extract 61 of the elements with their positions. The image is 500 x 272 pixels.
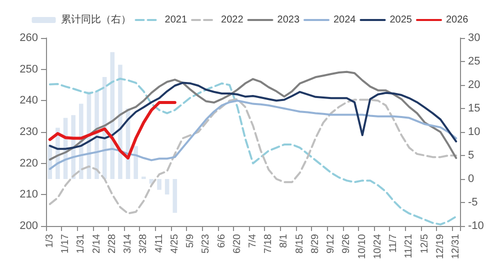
y2-tick-label: 25: [468, 56, 480, 68]
y-tick-label: 210: [20, 188, 38, 201]
x-tick-label: 12/31: [450, 234, 462, 260]
line-series: [48, 101, 176, 160]
bar: [118, 64, 122, 179]
y2-tick-label: 10: [468, 126, 480, 138]
y-tick-label: 260: [20, 32, 38, 44]
x-tick-label: 3/14: [122, 234, 134, 254]
x-tick-label: 2/14: [91, 234, 102, 254]
x-tick-label: 1/31: [76, 234, 87, 254]
legend-label: 2022: [221, 14, 244, 26]
legend-label: 2021: [164, 14, 188, 26]
y-tick-label: 200: [20, 220, 38, 232]
legend-label: 累计同比（右）: [60, 14, 131, 26]
legend-label: 2024: [334, 14, 356, 26]
legend-label: 2023: [277, 14, 300, 26]
x-tick-label: 6/6: [216, 234, 228, 248]
x-tick-label: 6/20: [232, 234, 243, 254]
x-tick-label: 9/12: [326, 234, 337, 254]
x-tick-label: 3/28: [138, 234, 150, 254]
x-tick-label: 12/19: [434, 234, 446, 260]
x-tick-label: 1/17: [60, 234, 72, 254]
y-tick-label: 220: [20, 157, 38, 170]
line-series: [48, 100, 458, 170]
x-tick-label: 2/28: [106, 234, 118, 254]
x-tick-label: 4/11: [154, 234, 165, 253]
y2-tick-label: 15: [468, 102, 480, 114]
y2-tick-label: -5: [468, 196, 478, 208]
line-series: [48, 78, 458, 226]
x-tick-label: 5/23: [200, 234, 212, 254]
x-tick-label: 11/21: [404, 234, 415, 258]
y2-tick-label: 0: [468, 173, 474, 185]
x-tick-label: 12/5: [419, 234, 430, 254]
bar: [172, 179, 178, 213]
y2-tick-label: 20: [468, 79, 480, 91]
line-series: [48, 70, 458, 161]
x-tick-label: 11/7: [388, 234, 400, 253]
y-tick-label: 240: [20, 94, 38, 107]
bar: [157, 179, 162, 190]
line-series: [48, 98, 458, 214]
y2-tick-label: 30: [468, 32, 480, 44]
y2-tick-label: 5: [468, 150, 474, 162]
x-tick-label: 10/10: [356, 234, 368, 260]
y-tick-label: 250: [20, 63, 38, 76]
x-tick-label: 8/29: [310, 234, 321, 254]
x-tick-label: 8/15: [294, 234, 306, 254]
legend-label: 2026: [446, 14, 469, 26]
line-series: [48, 82, 458, 150]
x-tick-label: 10/24: [372, 234, 384, 260]
x-tick-label: 7/4: [248, 234, 258, 248]
y-tick-label: 230: [20, 126, 38, 138]
y2-tick-label: -10: [468, 220, 484, 232]
bar: [134, 146, 138, 179]
bar: [164, 179, 170, 195]
x-tick-label: 9/26: [341, 234, 352, 254]
x-tick-label: 1/3: [44, 234, 56, 248]
x-tick-label: 7/18: [263, 234, 274, 254]
x-tick-label: 5/9: [185, 234, 196, 248]
legend-label: 2025: [390, 14, 412, 26]
x-tick-label: 4/25: [169, 234, 180, 254]
x-tick-label: 8/1: [278, 234, 290, 248]
